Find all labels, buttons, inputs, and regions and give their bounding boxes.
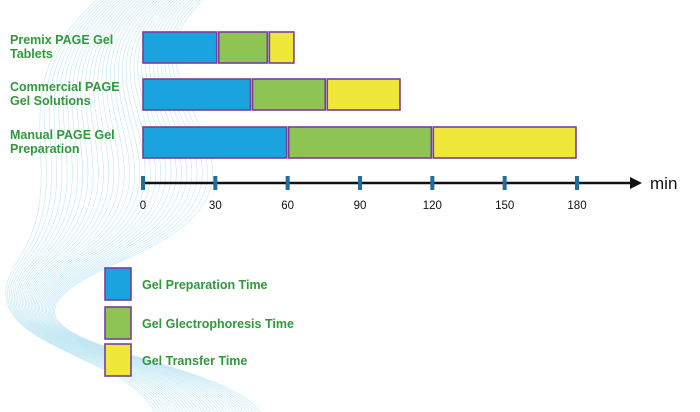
x-axis-unit-label: min — [650, 174, 677, 193]
legend-label: Gel Preparation Time — [142, 278, 268, 292]
legend-label: Gel Transfer Time — [142, 354, 247, 368]
x-tick-label: 30 — [209, 200, 222, 212]
x-tick-label: 0 — [140, 200, 146, 212]
category-label: Manual PAGE Gel — [10, 128, 115, 142]
category-label: Commercial PAGE — [10, 80, 120, 94]
category-label: Preparation — [10, 142, 79, 156]
legend: Gel Preparation Time Gel Glectrophoresis … — [104, 267, 294, 377]
legend-swatch — [104, 306, 132, 340]
wave-line — [37, 0, 222, 412]
decorative-wave-lines — [5, 0, 261, 412]
wave-line — [39, 0, 226, 412]
x-tick-mark — [575, 176, 579, 190]
x-tick-mark — [285, 176, 290, 190]
x-axis: 0 30 60 90 120 150 180 min — [140, 174, 678, 212]
x-tick-label: 180 — [567, 200, 586, 212]
wave-line — [5, 0, 155, 412]
x-tick-label: 60 — [281, 200, 294, 212]
bar-preparation — [142, 31, 218, 64]
bar-electrophoresis — [217, 31, 269, 64]
wave-line — [33, 0, 213, 412]
wave-line — [32, 0, 210, 412]
category-label: Premix PAGE Gel — [10, 33, 113, 47]
bar-preparation — [142, 126, 288, 159]
bar-electrophoresis — [251, 78, 327, 111]
category-label: Gel Solutions — [10, 94, 91, 108]
category-label: Tablets — [10, 47, 53, 61]
wave-line — [28, 0, 200, 412]
x-axis-arrowhead — [630, 177, 642, 189]
legend-swatch — [104, 343, 132, 377]
wave-line — [29, 0, 203, 412]
x-tick-mark — [430, 176, 435, 190]
wave-line — [35, 0, 216, 412]
x-tick-mark — [358, 176, 362, 190]
bars-group — [142, 31, 577, 159]
wave-line — [30, 0, 206, 412]
x-tick-mark — [213, 176, 218, 190]
legend-swatch — [104, 267, 132, 301]
x-tick-label: 90 — [354, 200, 367, 212]
x-tick-label: 150 — [495, 200, 514, 212]
bar-transfer — [326, 78, 401, 111]
x-tick-label: 120 — [423, 200, 442, 212]
bar-preparation — [142, 78, 252, 111]
bar-transfer — [268, 31, 295, 64]
bar-electrophoresis — [287, 126, 433, 159]
wave-line — [26, 0, 197, 412]
wave-line — [40, 0, 229, 412]
x-tick-mark — [141, 176, 145, 190]
wave-line — [36, 0, 219, 412]
x-tick-mark — [502, 176, 507, 190]
legend-label: Gel Glectrophoresis Time — [142, 317, 294, 331]
bar-transfer — [432, 126, 577, 159]
